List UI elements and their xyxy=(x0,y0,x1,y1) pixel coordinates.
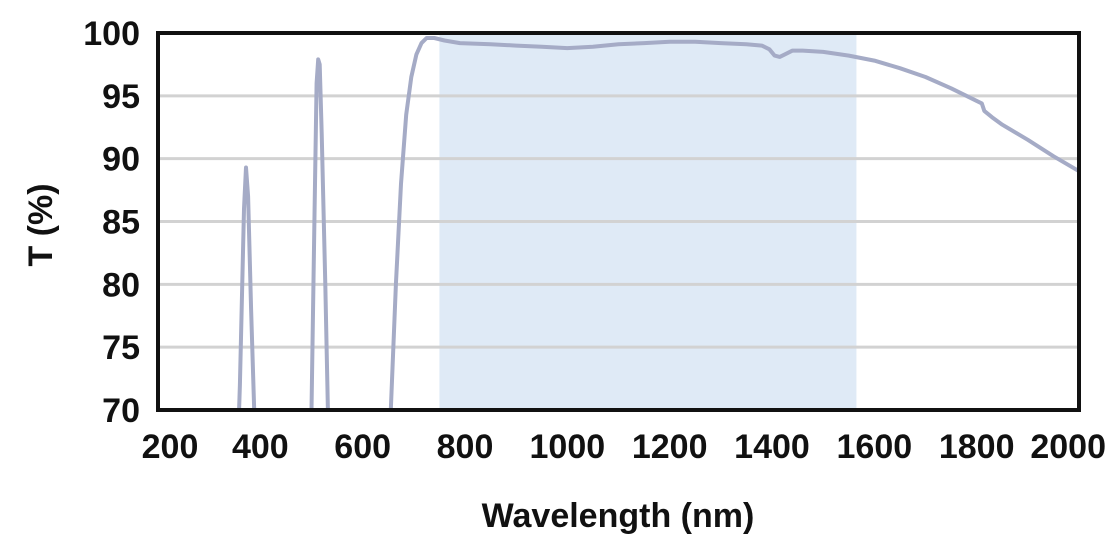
y-tick-label: 70 xyxy=(102,392,140,430)
series-line xyxy=(237,165,257,410)
y-axis-label: T (%) xyxy=(22,183,60,266)
plot-frame xyxy=(156,31,1081,412)
x-tick-label: 1200 xyxy=(632,428,708,466)
x-tick-label: 400 xyxy=(232,428,289,466)
x-tick-label: 2000 xyxy=(1030,428,1106,466)
y-tick-labels: 70 75 80 85 90 95 100 xyxy=(83,15,140,430)
x-tick-label: 1400 xyxy=(734,428,810,466)
x-tick-labels: 200 400 600 800 1000 1200 1400 1600 1800 2000 xyxy=(142,428,1106,466)
x-tick-label: 1800 xyxy=(939,428,1015,466)
x-tick-label: 1000 xyxy=(530,428,606,466)
y-tick-label: 80 xyxy=(102,266,140,304)
y-tick-label: 90 xyxy=(102,141,140,179)
transmission-curve xyxy=(237,36,1079,410)
x-tick-label: 1600 xyxy=(837,428,913,466)
x-tick-label: 800 xyxy=(437,428,494,466)
y-tick-label: 85 xyxy=(102,204,140,242)
series-line xyxy=(309,57,330,410)
y-tick-label: 95 xyxy=(102,78,140,116)
y-tick-label: 100 xyxy=(83,15,140,53)
y-tick-label: 75 xyxy=(102,329,140,367)
series-line xyxy=(388,36,1079,410)
x-tick-label: 200 xyxy=(142,428,199,466)
x-axis-label: Wavelength (nm) xyxy=(482,497,755,534)
x-tick-label: 600 xyxy=(334,428,391,466)
